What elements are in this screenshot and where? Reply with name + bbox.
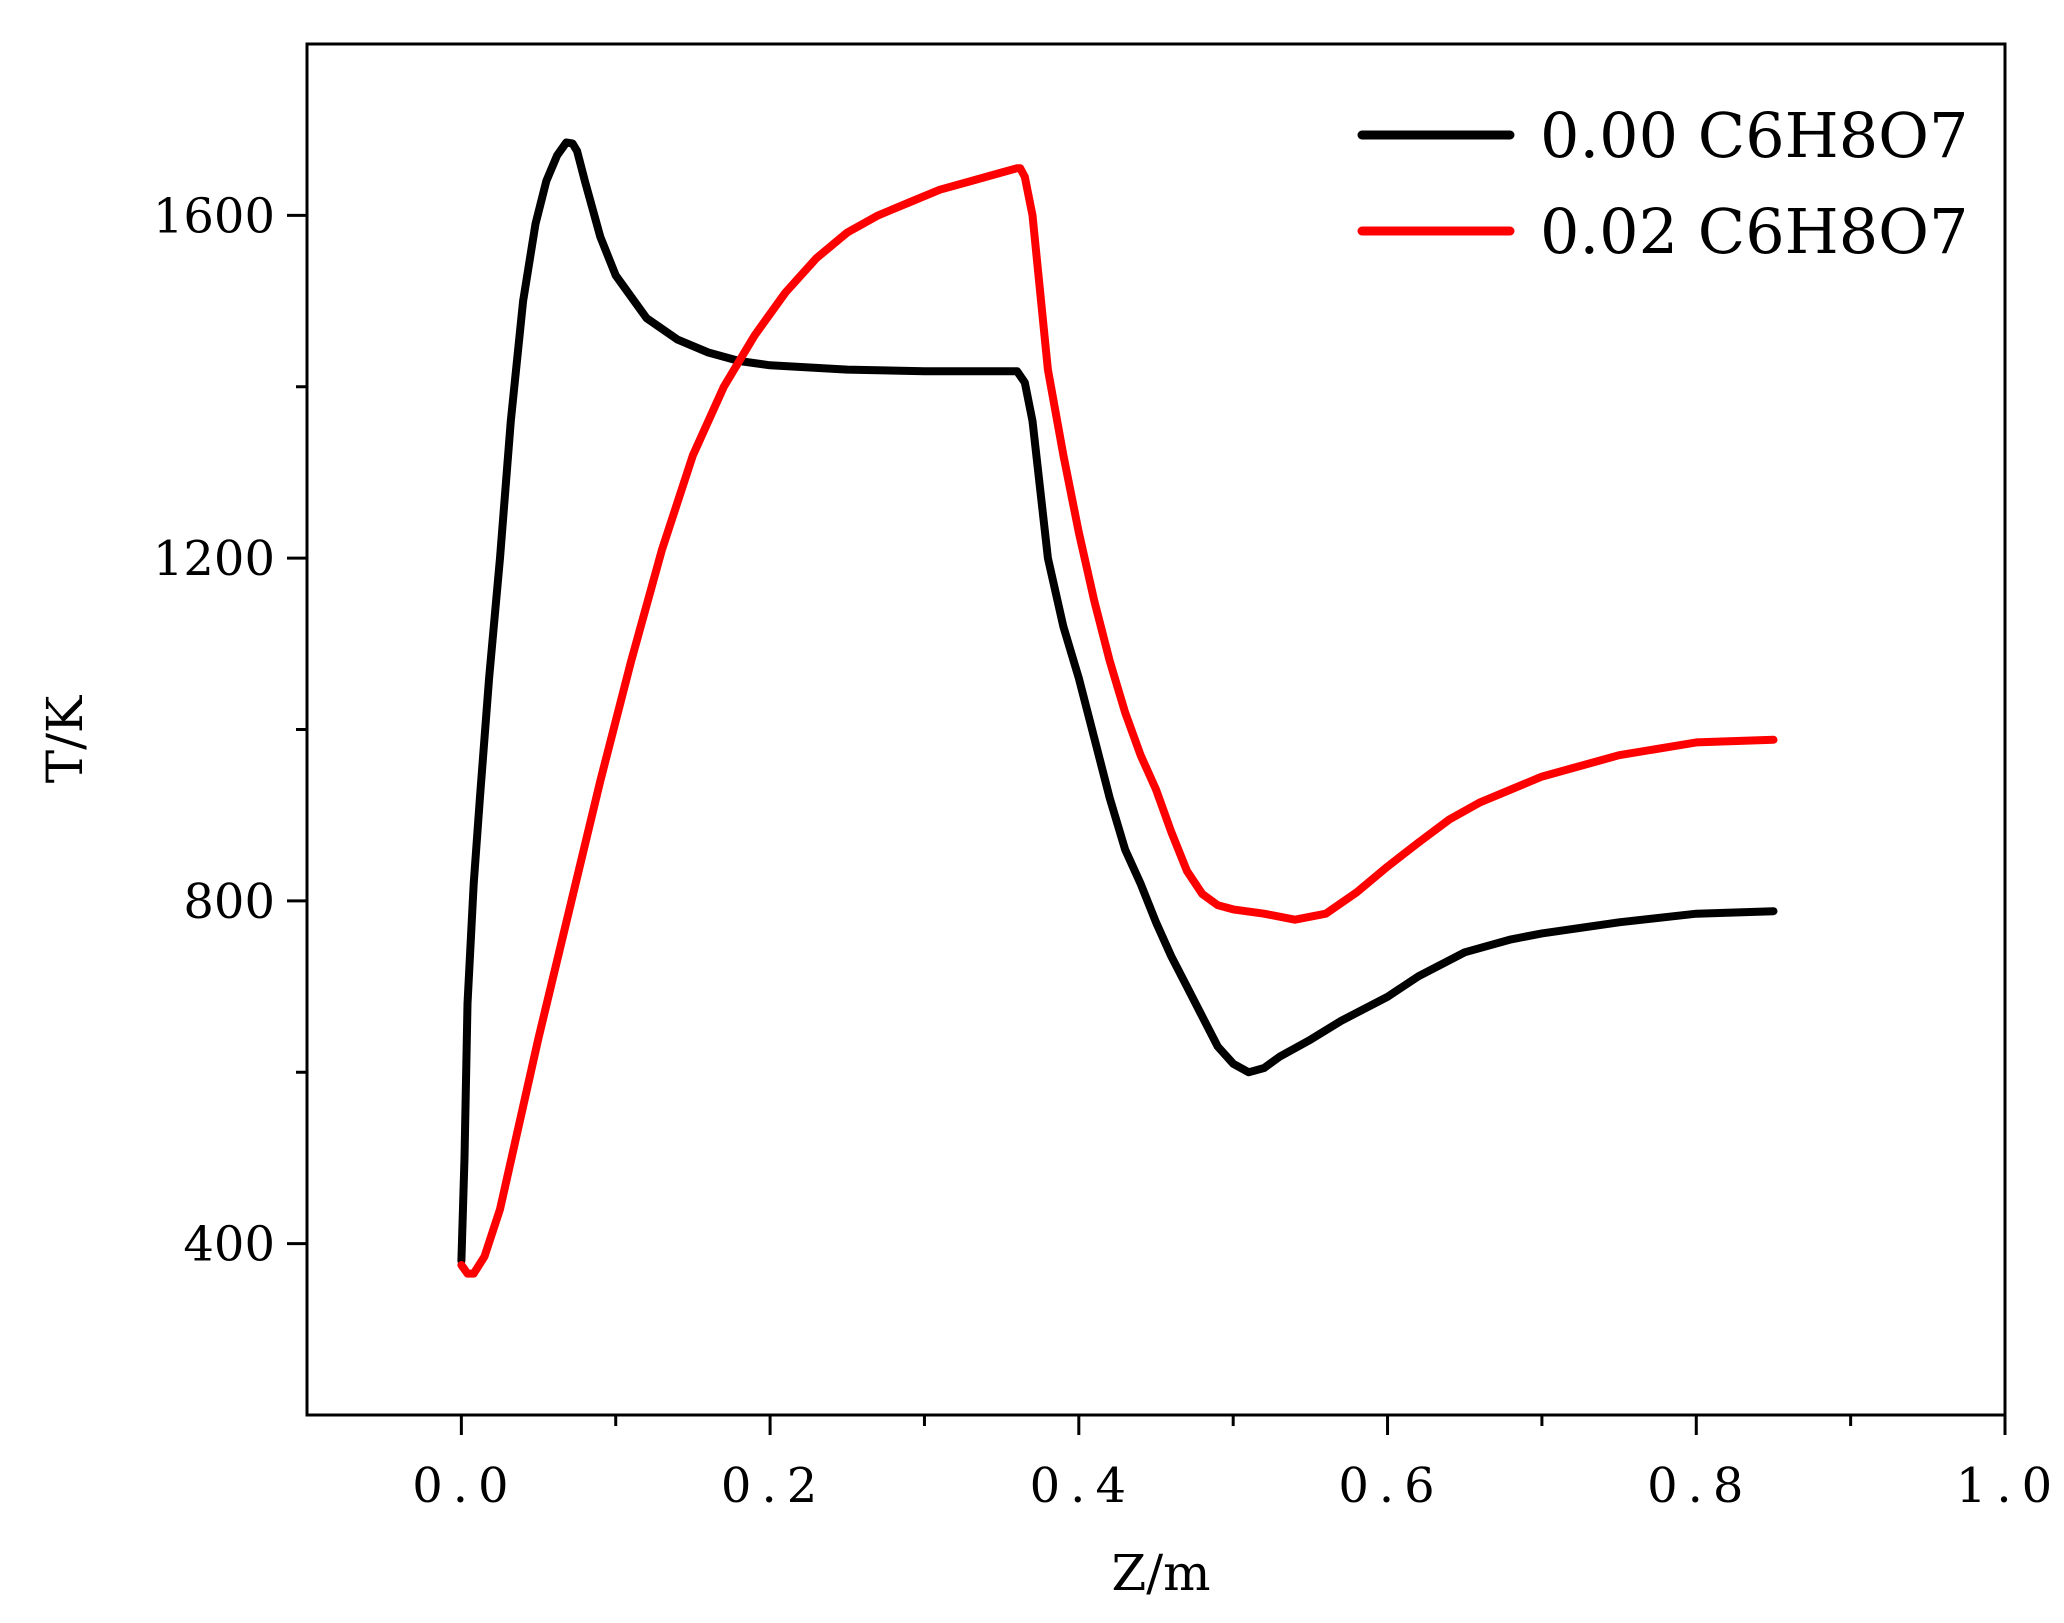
series-line-0 — [457, 138, 1778, 1265]
x-axis-title: Z/m — [1112, 1544, 1211, 1602]
legend-label-0: 0.00 C6H8O7 — [1540, 99, 1968, 172]
x-tick-label: 0.8 — [1647, 1458, 1753, 1514]
axes-layer: 0.0 0.2 0.4 0.6 0.8 1.0 400 1200 1600 800 Z/m T/K — [36, 42, 2062, 1602]
x-tick-label: 0.2 — [721, 1458, 827, 1514]
y-tick-label: 1600 — [153, 188, 275, 244]
series-layer — [457, 138, 1778, 1278]
x-tick-label: 1.0 — [1956, 1458, 2062, 1514]
x-tick-label: 0.4 — [1030, 1458, 1136, 1514]
y-axis-title: T/K — [36, 694, 94, 783]
x-tick-label: 0.6 — [1338, 1458, 1444, 1514]
legend: 0.00 C6H8O7 0.02 C6H8O7 — [1357, 99, 1968, 268]
legend-label-1: 0.02 C6H8O7 — [1540, 195, 1968, 268]
y-tick-label: 800 — [183, 874, 275, 930]
y-tick-label: 400 — [183, 1217, 275, 1273]
x-tick-label: 0.0 — [412, 1458, 518, 1514]
y-tick-label: 1200 — [153, 531, 275, 587]
series-line-1 — [457, 164, 1778, 1278]
